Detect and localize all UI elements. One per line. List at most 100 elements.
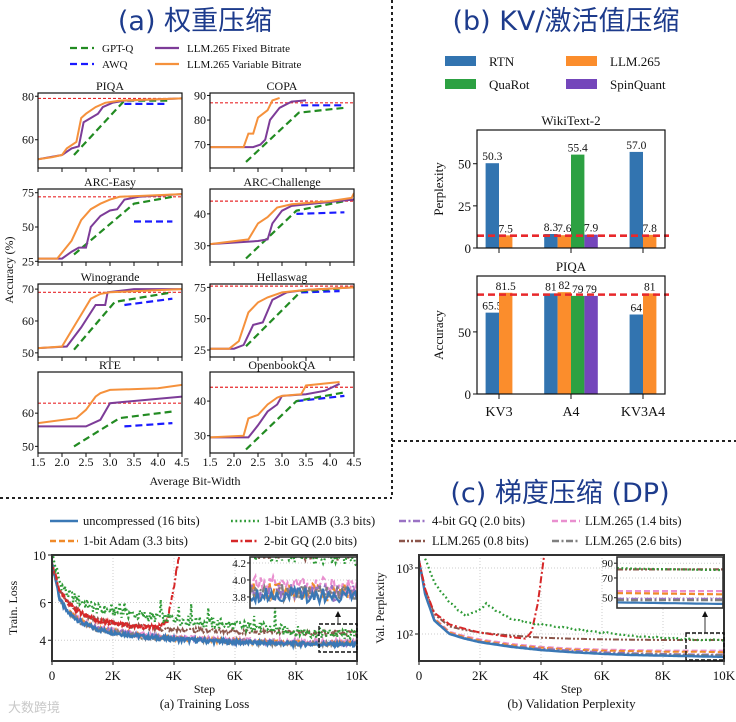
bar-value-label: 57.0 xyxy=(626,140,646,152)
legend-label: LLM.265 Variable Bitrate xyxy=(187,59,301,71)
y-tick-label: 50 xyxy=(458,325,471,340)
bar-value-label: 7.5 xyxy=(499,223,514,235)
x-tick-label: 2.5 xyxy=(251,455,266,469)
y-tick-label: 25 xyxy=(194,343,206,357)
bar-llm-265 xyxy=(643,234,657,248)
y-tick-label: 50 xyxy=(22,220,34,234)
subplot-title: PIQA xyxy=(96,79,124,93)
y-tick-label: 10³ xyxy=(396,561,413,576)
inset-chart: 3.8 4.0 4.2 xyxy=(232,556,358,609)
zoom-region-box xyxy=(318,623,358,653)
subplot-title: RTE xyxy=(99,358,121,372)
chart-title: PIQA xyxy=(556,259,587,274)
x-tick-label: 6K xyxy=(594,668,611,683)
chart-title: WikiText-2 xyxy=(541,113,600,128)
bar-value-label: 7.6 xyxy=(557,223,572,235)
x-tick-label: 2K xyxy=(105,668,122,683)
bar-value-label: 65.5 xyxy=(482,301,502,313)
legend-item: LLM.265 (0.8 bits) xyxy=(399,534,529,548)
x-tick-label: 4K xyxy=(166,668,183,683)
subplot-title: ARC-Challenge xyxy=(243,175,320,189)
inset-frame xyxy=(249,556,358,609)
x-tick-label: 4.0 xyxy=(151,455,166,469)
legend-label: LLM.265 Fixed Bitrate xyxy=(187,43,290,55)
series-line xyxy=(73,99,168,156)
x-axis-label: Step xyxy=(561,682,582,696)
series-line xyxy=(38,193,182,260)
legend-label: 1-bit LAMB (3.3 bits) xyxy=(264,514,375,528)
x-tick-label: 0 xyxy=(416,668,423,683)
series-line xyxy=(38,383,182,425)
bar-rtn xyxy=(544,293,558,394)
series-line xyxy=(38,193,182,260)
legend-item: RTN xyxy=(445,54,515,69)
series-line xyxy=(38,395,182,428)
plot-frame xyxy=(209,188,355,263)
inset-frame xyxy=(616,556,724,609)
plot-frame xyxy=(37,371,183,454)
series-line xyxy=(210,198,354,246)
subplot-title: Winogrande xyxy=(81,270,140,284)
bar-value-label: 55.4 xyxy=(568,143,588,155)
series-line xyxy=(419,560,724,659)
subplot-title: Hellaswag xyxy=(257,270,308,284)
subplot-arc-easy: ARC-Easy 25 50 75 xyxy=(22,175,183,268)
y-tick-label: 30 xyxy=(194,239,206,253)
subplot-winogrande: Winogrande 50 60 70 xyxy=(22,270,183,361)
series-line xyxy=(245,287,340,347)
legend-label: 1-bit Adam (3.3 bits) xyxy=(83,534,188,548)
series-line xyxy=(301,290,340,294)
x-tick-label: 3.0 xyxy=(275,455,290,469)
legend-item: 1-bit Adam (3.3 bits) xyxy=(50,534,188,548)
bar-value-label: 81.5 xyxy=(496,281,516,293)
inset-series-line xyxy=(250,572,357,596)
y-tick-label: 10² xyxy=(396,627,413,642)
inset-y-tick-label: 50 xyxy=(602,593,614,605)
legend-panel-c: uncompressed (16 bits) 1-bit LAMB (3.3 bi… xyxy=(50,514,682,548)
bar-value-label: 8.3 xyxy=(544,222,559,234)
inset-series-line xyxy=(617,601,723,606)
y-tick-label: 40 xyxy=(194,394,206,408)
bar-value-label: 81 xyxy=(644,281,656,293)
x-tick-label: 3.5 xyxy=(127,455,142,469)
series-line xyxy=(38,97,182,161)
y-tick-label: 70 xyxy=(22,282,34,296)
series-line xyxy=(210,192,354,246)
x-tick-label: 4.5 xyxy=(347,455,362,469)
y-tick-label: 60 xyxy=(22,406,34,420)
series-line xyxy=(38,288,182,350)
subplot-openbookqa: OpenbookQA 30 40 1.5 2.0 2.5 3.0 3.5 4.0 4.5 xyxy=(194,358,362,469)
bar-llm-265 xyxy=(557,235,571,248)
subplot-copa: COPA 70 80 90 xyxy=(194,79,355,172)
y-tick-label: 50 xyxy=(22,439,34,453)
training-loss-chart: 0 2K 4K 6K 8K 10K 4 6 10 Step(a) Training Loss Tra… xyxy=(6,548,369,711)
bar-value-label: 7.8 xyxy=(643,223,658,235)
x-tick-label: 10K xyxy=(713,668,736,683)
inset-y-tick-label: 4.0 xyxy=(232,575,246,587)
y-tick-label: 70 xyxy=(194,138,206,152)
inset-y-tick-label: 3.8 xyxy=(232,592,246,604)
series-line xyxy=(38,288,182,350)
bar-spinquant xyxy=(584,234,598,248)
y-tick-label: 50 xyxy=(22,346,34,360)
legend-label: uncompressed (16 bits) xyxy=(83,514,200,528)
series-line xyxy=(52,555,181,633)
bar-llm-265 xyxy=(557,292,571,394)
series-line xyxy=(52,555,357,642)
y-tick-label: 50 xyxy=(458,157,471,172)
bar-chart-wikitext-2: WikiText-2 Perplexity 0 25 50 50.3 7.5 8.3 7.6 55… xyxy=(431,113,669,256)
x-tick-label: 2.0 xyxy=(227,455,242,469)
x-tick-label: 1.5 xyxy=(31,455,46,469)
series-line xyxy=(296,211,345,215)
series-line xyxy=(245,106,345,163)
chart-caption: (b) Validation Perplexity xyxy=(507,696,636,711)
y-tick-label: 30 xyxy=(194,429,206,443)
y-axis-label: Accuracy xyxy=(431,310,446,360)
subplot-title: COPA xyxy=(267,79,298,93)
legend-item: LLM.265 Variable Bitrate xyxy=(155,59,301,71)
series-line xyxy=(245,200,345,260)
bar-llm-265 xyxy=(643,293,657,394)
x-tick-label: 0 xyxy=(49,668,56,683)
legend-item: LLM.265 xyxy=(566,54,660,69)
legend-label: GPT-Q xyxy=(102,43,133,55)
